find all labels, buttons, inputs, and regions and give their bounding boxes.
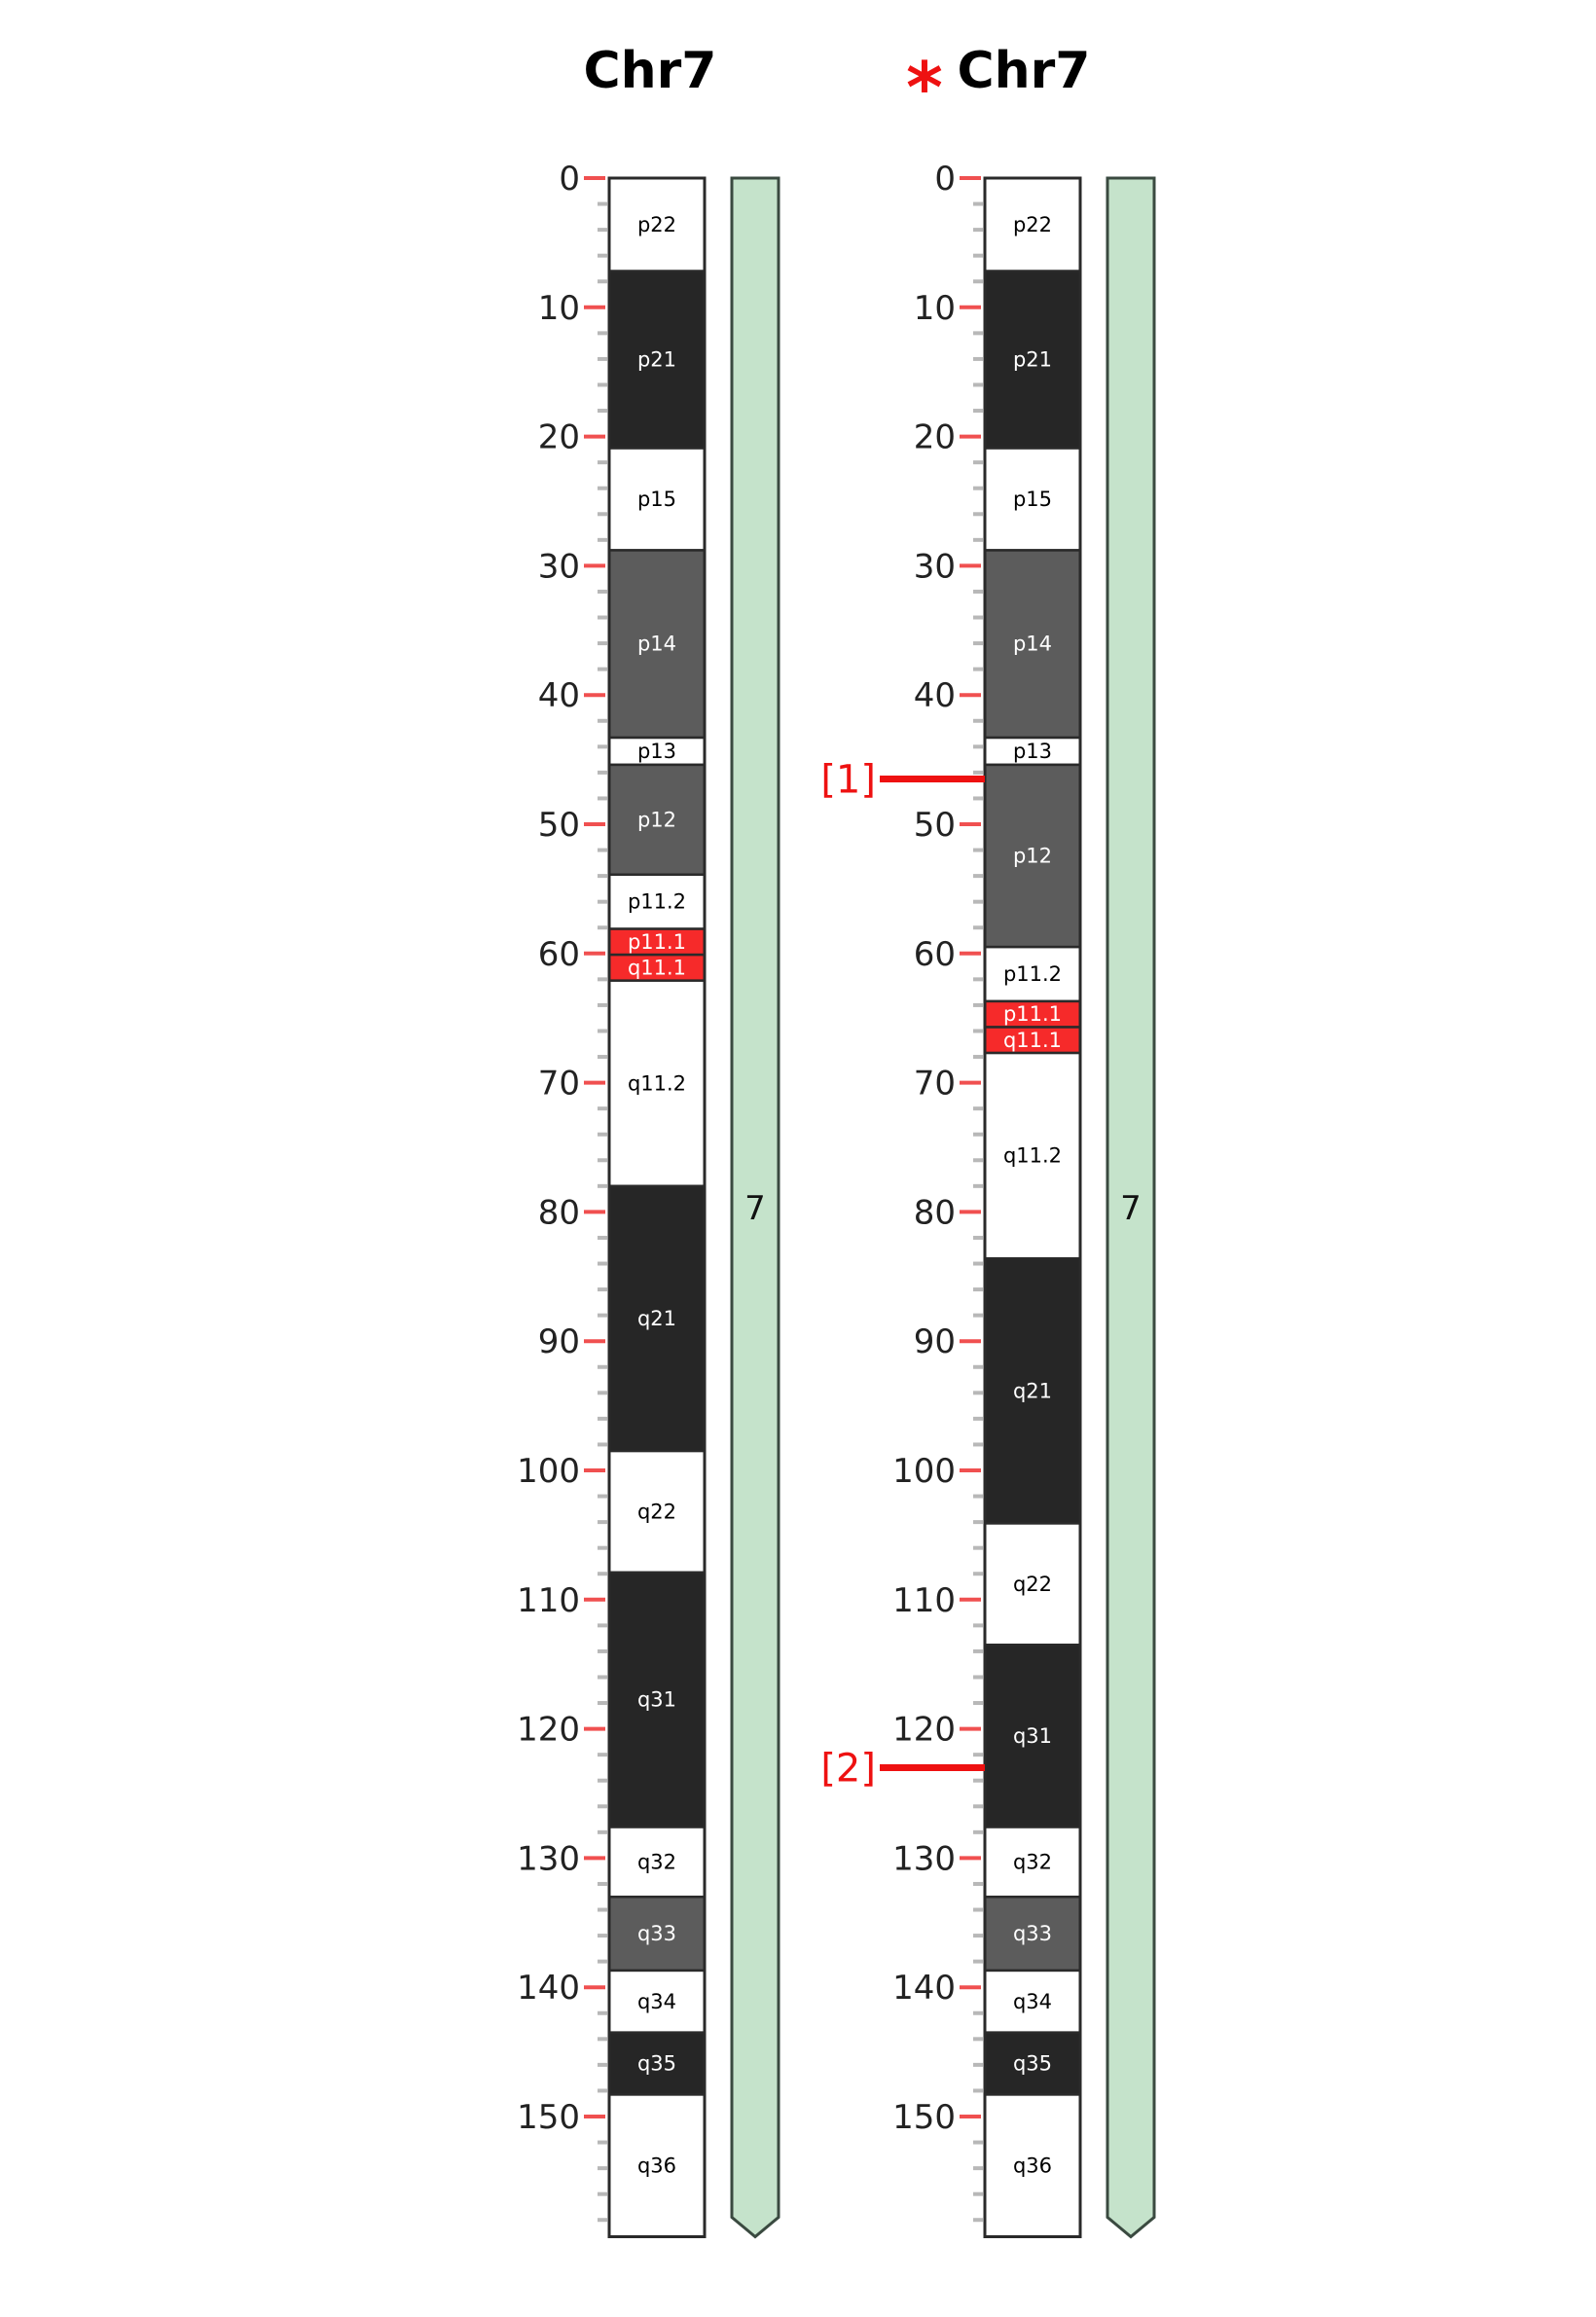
- band-label: p11.2: [628, 890, 686, 914]
- band-q11.2: [607, 979, 707, 1188]
- tick-label: 90: [914, 1322, 956, 1361]
- band-p12: [983, 763, 1082, 949]
- tick-label: 80: [538, 1193, 580, 1232]
- band-label: q35: [1013, 2052, 1052, 2076]
- band-label: p15: [1013, 488, 1052, 511]
- band-label: q11.2: [1003, 1144, 1062, 1168]
- band-q31: [607, 1571, 707, 1828]
- tick-label: 110: [892, 1581, 956, 1620]
- tick-label: 60: [914, 935, 956, 974]
- band-label: p22: [637, 213, 676, 236]
- band-q36: [607, 2093, 707, 2238]
- arm-label: 7: [744, 1189, 766, 1228]
- tick-label: 0: [559, 160, 580, 199]
- tick-label: 110: [517, 1581, 580, 1620]
- tick-label: 150: [517, 2098, 580, 2137]
- band-label: q34: [637, 1990, 676, 2013]
- band-label: q36: [637, 2154, 676, 2177]
- panel-title: Chr7: [583, 42, 716, 100]
- band-p11.2: [983, 945, 1082, 1003]
- band-label: q34: [1013, 1990, 1052, 2013]
- arm-label: 7: [1120, 1189, 1142, 1228]
- band-q21: [607, 1184, 707, 1453]
- tick-label: 40: [538, 676, 580, 715]
- tick-label: 80: [914, 1193, 956, 1232]
- band-label: q33: [1013, 1922, 1052, 1945]
- band-label: p12: [637, 808, 676, 831]
- tick-label: 40: [914, 676, 956, 715]
- tick-label: 150: [892, 2098, 956, 2137]
- band-label: q31: [637, 1688, 676, 1712]
- band-q36: [983, 2093, 1082, 2238]
- band-label: q32: [637, 1850, 676, 1873]
- band-label: p21: [1013, 348, 1052, 372]
- panel-title: Chr7: [957, 42, 1090, 100]
- tick-label: 100: [517, 1452, 580, 1491]
- chromosome-outline: [983, 176, 1082, 2239]
- band-label: q35: [637, 2052, 676, 2076]
- band-q31: [983, 1644, 1082, 1828]
- star-icon: *: [906, 47, 943, 128]
- band-label: q11.1: [1003, 1029, 1062, 1052]
- band-label: p11.1: [1003, 1002, 1062, 1026]
- band-label: q21: [1013, 1379, 1052, 1402]
- band-label: q22: [1013, 1573, 1052, 1596]
- chromosome-panel-2: Chr7* 0 10 20 30 40 50 60 70 80 90 100 110 120 130 140 1…: [820, 42, 1156, 2239]
- band-q34: [607, 1969, 707, 2034]
- tick-label: 90: [538, 1322, 580, 1361]
- band-label: p13: [1013, 740, 1052, 763]
- marker-label: [2]: [820, 1746, 876, 1791]
- tick-label: 10: [914, 289, 956, 328]
- band-label: q32: [1013, 1850, 1052, 1873]
- band-q11.2: [983, 1051, 1082, 1260]
- tick-label: 120: [517, 1711, 580, 1750]
- tick-label: 140: [892, 1969, 956, 2008]
- tick-label: 70: [914, 1065, 956, 1104]
- band-label: p13: [637, 740, 676, 763]
- tick-label: 130: [892, 1839, 956, 1878]
- tick-label: 20: [914, 418, 956, 457]
- band-label: p11.1: [628, 930, 686, 954]
- band-label: q36: [1013, 2154, 1052, 2177]
- band-label: q33: [637, 1922, 676, 1945]
- band-label: q11.2: [628, 1071, 686, 1095]
- chromosome-panel-1: Chr7 0 10 20 30 40 50 60 70 80 90 100 110 120 130 140 15…: [517, 42, 780, 2239]
- tick-label: 0: [934, 160, 956, 199]
- band-p21: [983, 270, 1082, 450]
- band-q32: [983, 1826, 1082, 1899]
- band-label: p11.2: [1003, 962, 1062, 986]
- tick-label: 140: [517, 1969, 580, 2008]
- band-label: p21: [637, 348, 676, 372]
- band-label: p15: [637, 488, 676, 511]
- arm-bar: [730, 176, 780, 2239]
- tick-label: 30: [914, 547, 956, 586]
- tick-label: 60: [538, 935, 580, 974]
- tick-label: 20: [538, 418, 580, 457]
- tick-label: 10: [538, 289, 580, 328]
- marker-label: [1]: [820, 758, 876, 803]
- band-p14: [607, 549, 707, 740]
- band-label: q11.1: [628, 956, 686, 979]
- tick-label: 100: [892, 1452, 956, 1491]
- arm-bar: [1106, 176, 1156, 2239]
- tick-label: 30: [538, 547, 580, 586]
- tick-label: 120: [892, 1711, 956, 1750]
- band-label: p22: [1013, 213, 1052, 236]
- chromosome-outline: [607, 176, 707, 2239]
- tick-label: 50: [538, 806, 580, 845]
- band-p12: [607, 763, 707, 877]
- tick-label: 130: [517, 1839, 580, 1878]
- band-label: q31: [1013, 1724, 1052, 1748]
- tick-label: 70: [538, 1065, 580, 1104]
- band-label: p14: [1013, 633, 1052, 656]
- band-label: q21: [637, 1307, 676, 1330]
- band-label: p14: [637, 633, 676, 656]
- band-label: p12: [1013, 845, 1052, 868]
- band-label: q22: [637, 1500, 676, 1523]
- tick-label: 50: [914, 806, 956, 845]
